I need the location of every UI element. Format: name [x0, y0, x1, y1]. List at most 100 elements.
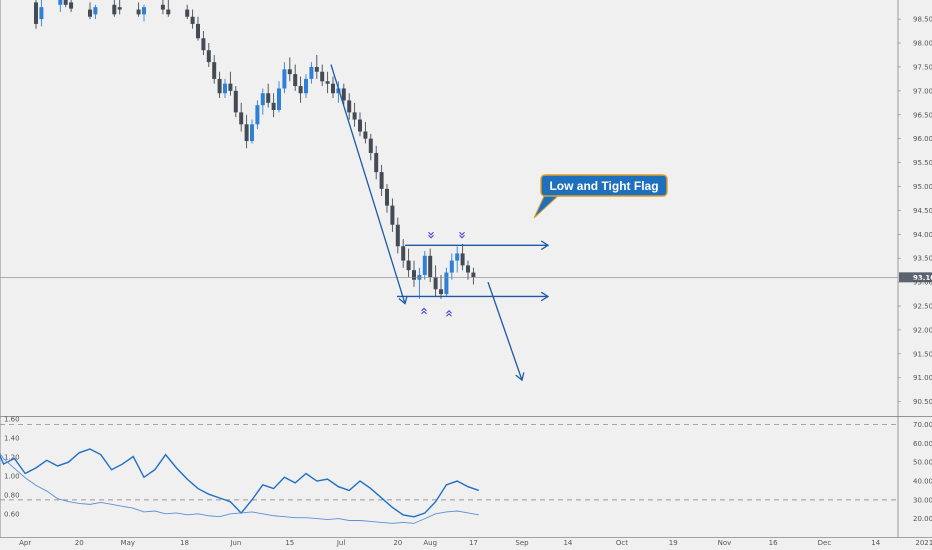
price-tick-label: 93.50: [913, 255, 932, 263]
candle-body: [287, 69, 292, 75]
candle-body: [271, 102, 276, 110]
candle-body: [395, 224, 400, 247]
projection-arrow[interactable]: [487, 281, 523, 381]
candle-body: [58, 0, 63, 5]
candle-body: [223, 83, 227, 94]
callout-box[interactable]: [540, 174, 668, 197]
support-chevron: [446, 313, 452, 317]
candle-body: [166, 9, 171, 15]
price-tick-label: 90.50: [913, 398, 932, 406]
support-chevron: [421, 310, 427, 315]
candle-body: [260, 93, 265, 106]
candle-body: [439, 289, 443, 295]
candle-body: [314, 66, 319, 72]
flag-lower-line-head: [540, 291, 550, 302]
indicator-series-line[interactable]: [0, 425, 480, 518]
impulse-arrow[interactable]: [330, 64, 406, 304]
time-tick-label: Jun: [229, 539, 241, 547]
candle-body: [185, 9, 190, 17]
time-tick-label: Dec: [818, 539, 832, 547]
candle-body: [201, 38, 206, 51]
candle-body: [406, 260, 411, 271]
indicator-left-tick-label: 0.80: [4, 491, 20, 499]
candle-body: [358, 119, 362, 132]
tick-labels: 98.50 98.00 97.50 97.00 96.50 96.00 95.50 95.00…: [4, 16, 932, 547]
candle-body: [293, 74, 298, 87]
candle-body: [385, 188, 389, 206]
indicator-right-tick-label: 50.00: [913, 459, 932, 467]
indicator-left-tick-label: 1.60: [4, 415, 20, 423]
candle-body: [196, 23, 200, 39]
candle-body: [206, 50, 211, 63]
price-tick-label: 95.50: [913, 159, 932, 167]
price-tick-label: 93.00: [913, 279, 932, 287]
time-tick-label: 2021: [915, 539, 932, 547]
candle-body: [347, 100, 352, 113]
candle-body: [34, 2, 38, 24]
candle-body: [455, 253, 460, 261]
price-tick-label: 91.50: [913, 350, 932, 358]
indicator-left-tick-label: 0.60: [4, 510, 20, 518]
indicator-left-tick-label: 1.20: [4, 453, 20, 461]
indicator-series-line[interactable]: [0, 426, 479, 524]
candle-body: [304, 78, 308, 94]
time-tick-label: 20: [393, 539, 402, 547]
support-chevron: [421, 307, 427, 312]
indicator-right-tick-label: 30.00: [913, 496, 932, 504]
time-tick-label: Oct: [616, 539, 628, 547]
price-tick-label: 95.00: [913, 183, 932, 191]
candle-body: [309, 66, 314, 79]
support-chevron: [446, 310, 452, 314]
time-tick-label: Sep: [515, 539, 529, 547]
indicator-pane: [0, 424, 898, 524]
candle-body: [117, 7, 122, 10]
candle-body: [401, 246, 406, 261]
time-tick-label: 18: [180, 539, 189, 547]
time-tick-label: May: [121, 539, 135, 547]
candle-body: [39, 7, 44, 20]
time-tick-label: 19: [669, 539, 678, 547]
candle-body: [336, 88, 341, 94]
candle-body: [444, 272, 449, 295]
candle-body: [93, 7, 98, 15]
projection-arrow-head: [515, 372, 525, 382]
candle-body: [112, 4, 117, 15]
candle-body: [244, 124, 249, 142]
candle-body: [412, 270, 416, 280]
resistance-chevron: [428, 231, 434, 236]
candle-body: [233, 90, 238, 113]
candle-body: [212, 62, 217, 79]
indicator-right-tick-label: 40.00: [913, 478, 932, 486]
indicator-right-tick-label: 60.00: [913, 440, 932, 448]
time-tick-label: 16: [769, 539, 778, 547]
candle-body: [433, 277, 438, 290]
candle-body: [266, 93, 271, 103]
price-tick-label: 97.50: [913, 63, 932, 71]
price-tick-label: 92.50: [913, 303, 932, 311]
time-tick-label: 14: [563, 539, 572, 547]
candle-body: [217, 78, 222, 94]
impulse-arrow-head: [398, 295, 408, 305]
candle-body: [379, 172, 384, 189]
resistance-chevron: [459, 231, 465, 236]
candle-body: [390, 205, 395, 225]
candle-body: [298, 86, 303, 94]
candle-body: [63, 0, 68, 5]
resistance-chevron: [428, 234, 434, 239]
time-tick-label: Jul: [336, 539, 346, 547]
candle-body: [190, 16, 195, 24]
price-tick-label: 94.50: [913, 207, 932, 215]
candle-body: [160, 4, 165, 10]
callout-label: Low and Tight Flag: [549, 179, 658, 193]
candle-body: [449, 260, 454, 273]
candle-body: [374, 153, 379, 173]
time-tick-label: 15: [285, 539, 294, 547]
time-tick-label: 20: [75, 539, 84, 547]
candle-body: [325, 81, 330, 84]
candle-body: [422, 255, 427, 275]
price-tick-label: 94.00: [913, 231, 932, 239]
candle-body: [136, 9, 141, 15]
candle-body: [320, 71, 325, 82]
